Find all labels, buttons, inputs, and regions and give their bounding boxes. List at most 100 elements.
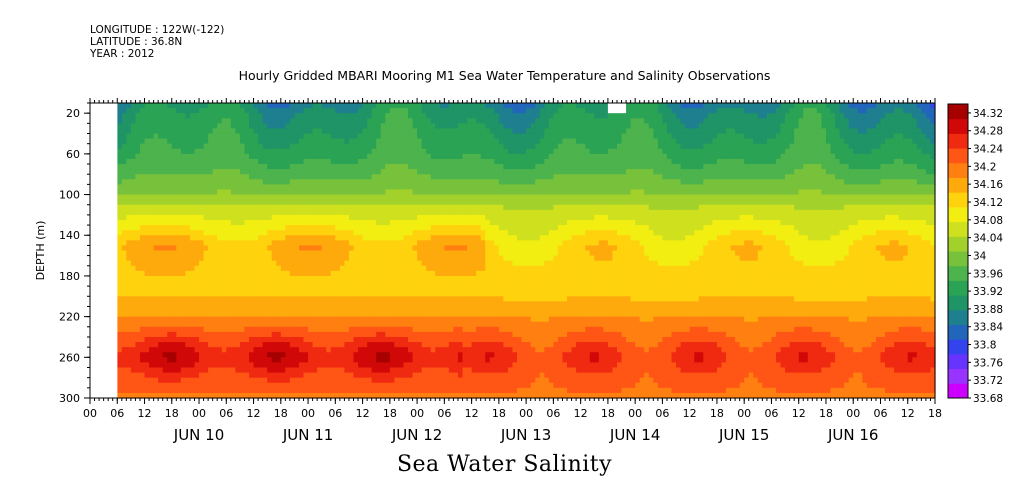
heat-cell xyxy=(444,189,450,196)
heat-cell xyxy=(312,204,318,211)
heat-cell xyxy=(280,270,286,277)
heat-cell xyxy=(249,306,255,313)
heat-cell xyxy=(467,138,473,145)
heat-cell xyxy=(226,286,232,292)
heat-cell xyxy=(385,382,391,389)
heat-cell xyxy=(230,230,236,236)
heat-cell xyxy=(380,265,386,272)
heat-cell xyxy=(453,128,459,135)
heat-cell xyxy=(462,225,468,231)
heat-cell xyxy=(344,286,350,292)
heat-cell xyxy=(126,311,132,318)
heat-cell xyxy=(230,255,236,262)
heat-cell xyxy=(380,235,386,241)
heat-cell xyxy=(476,103,482,109)
heat-cell xyxy=(330,194,336,201)
heat-cell xyxy=(230,240,236,247)
heat-cell xyxy=(267,138,273,145)
heat-cell xyxy=(153,275,159,282)
heat-cell xyxy=(149,342,155,348)
heat-cell xyxy=(262,240,268,247)
heat-cell xyxy=(189,174,196,180)
heat-cell xyxy=(130,326,137,333)
heat-cell xyxy=(158,357,164,363)
heat-cell xyxy=(358,265,364,272)
heat-cell xyxy=(398,387,405,394)
heat-cell xyxy=(298,235,305,241)
heat-cell xyxy=(194,123,200,130)
heat-cell xyxy=(239,331,246,338)
heat-cell xyxy=(394,148,400,155)
heat-cell xyxy=(348,265,355,272)
heat-cell xyxy=(398,128,405,135)
heat-cell xyxy=(312,219,318,226)
heat-cell xyxy=(203,342,209,348)
heat-cell xyxy=(289,342,296,348)
heat-cell xyxy=(412,184,418,191)
heat-cell xyxy=(439,270,445,277)
heat-cell xyxy=(239,240,246,247)
heat-cell xyxy=(448,311,455,318)
heat-cell xyxy=(403,225,409,231)
heat-cell xyxy=(439,255,445,262)
heat-cell xyxy=(308,219,314,226)
heat-cell xyxy=(298,133,305,140)
heat-cell xyxy=(130,275,137,282)
heat-cell xyxy=(353,377,359,384)
heat-cell xyxy=(471,336,477,343)
heat-cell xyxy=(144,265,150,272)
heat-cell xyxy=(380,113,386,119)
heat-cell xyxy=(171,245,177,252)
heat-cell xyxy=(371,118,377,124)
heat-cell xyxy=(476,296,482,302)
heat-cell xyxy=(408,189,414,196)
heat-cell xyxy=(221,189,227,196)
heat-cell xyxy=(358,214,364,221)
heat-cell xyxy=(199,362,205,369)
heat-cell xyxy=(335,189,341,196)
heat-cell xyxy=(267,336,273,343)
heat-cell xyxy=(167,189,173,196)
heat-cell xyxy=(171,209,177,216)
heat-cell xyxy=(348,184,355,191)
heat-cell xyxy=(344,103,350,109)
heat-cell xyxy=(267,118,273,124)
heat-cell xyxy=(117,113,123,119)
heat-cell xyxy=(276,133,282,140)
heat-cell xyxy=(285,179,291,185)
heat-cell xyxy=(162,179,168,185)
heat-cell xyxy=(308,255,314,262)
heat-cell xyxy=(317,331,323,338)
heat-cell xyxy=(199,377,205,384)
heat-cell xyxy=(303,209,309,216)
heat-cell xyxy=(249,133,255,140)
heat-cell xyxy=(221,209,227,216)
heat-cell xyxy=(448,184,455,191)
heat-cell xyxy=(203,321,209,328)
heat-cell xyxy=(317,164,323,170)
heat-cell xyxy=(444,108,450,114)
heat-cell xyxy=(385,225,391,231)
heat-cell xyxy=(208,291,214,297)
heat-cell xyxy=(217,291,223,297)
heat-cell xyxy=(262,301,268,308)
heat-cell xyxy=(130,392,137,399)
heat-cell xyxy=(403,357,409,363)
heat-cell xyxy=(389,387,395,394)
heat-cell xyxy=(485,169,491,175)
heat-cell xyxy=(167,311,173,318)
heat-cell xyxy=(271,270,277,277)
heat-cell xyxy=(258,347,264,353)
heat-cell xyxy=(298,311,305,318)
heat-cell xyxy=(212,357,218,363)
heat-cell xyxy=(321,260,327,267)
heat-cell xyxy=(457,164,464,170)
heat-cell xyxy=(485,347,491,353)
heat-cell xyxy=(230,199,236,206)
heat-cell xyxy=(212,286,218,292)
heat-cell xyxy=(180,133,186,140)
heat-cell xyxy=(339,214,346,221)
heat-cell xyxy=(289,230,296,236)
heat-cell xyxy=(380,306,386,313)
heat-cell xyxy=(471,240,477,247)
